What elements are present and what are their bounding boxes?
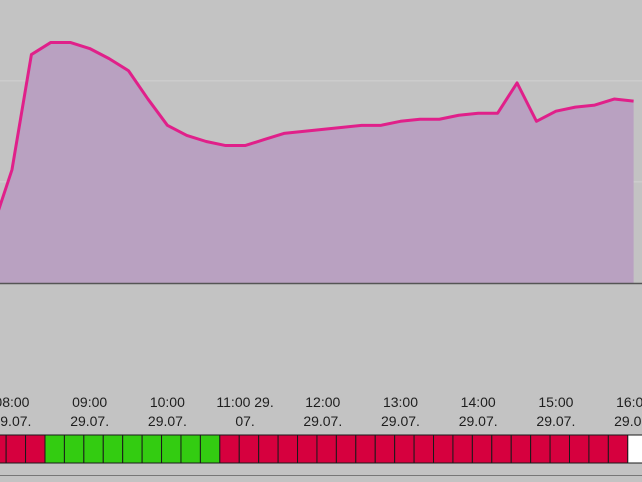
status-cell — [180, 434, 201, 464]
status-cell — [569, 434, 590, 464]
status-cell — [413, 434, 435, 464]
status-cell — [297, 434, 318, 464]
x-tick-label: 10:00 29.07. — [147, 394, 187, 429]
status-cell — [607, 434, 629, 464]
status-cell — [219, 434, 240, 464]
status-cell — [530, 434, 551, 464]
status-cell — [238, 434, 260, 464]
status-cell — [141, 434, 163, 464]
x-tick-label: 09:00 29.07. — [70, 394, 110, 429]
x-tick-label: 16:00 29.07. — [614, 394, 642, 429]
status-cell — [471, 434, 493, 464]
status-cell — [63, 434, 85, 464]
status-cell — [627, 434, 642, 464]
status-cell — [122, 434, 143, 464]
status-cell — [0, 434, 7, 464]
status-cell — [44, 434, 65, 464]
status-cell — [491, 434, 512, 464]
status-cell — [5, 434, 27, 464]
status-cell — [355, 434, 376, 464]
x-tick-label: 15:00 29.07. — [536, 394, 576, 429]
status-cell — [316, 434, 337, 464]
x-tick-label: 08:00 29.07. — [0, 394, 32, 429]
status-cell — [25, 434, 46, 464]
status-cell — [199, 434, 221, 464]
x-tick-label: 14:00 29.07. — [458, 394, 498, 429]
status-cell — [83, 434, 104, 464]
status-cell — [258, 434, 279, 464]
status-cell — [588, 434, 609, 464]
status-cell — [452, 434, 473, 464]
status-cell — [549, 434, 571, 464]
status-cell — [394, 434, 415, 464]
status-cell — [102, 434, 124, 464]
status-cell — [433, 434, 454, 464]
x-tick-label: 13:00 29.07. — [381, 394, 420, 429]
status-cell — [510, 434, 532, 464]
x-tick-label: 11:00 29. 07. — [216, 394, 274, 429]
x-tick-label: 12:00 29.07. — [303, 394, 343, 429]
area-fill — [0, 42, 634, 283]
status-cell — [335, 434, 357, 464]
line — [0, 40, 634, 211]
status-cell — [277, 434, 299, 464]
status-cell — [161, 434, 182, 464]
status-cell — [374, 434, 396, 464]
